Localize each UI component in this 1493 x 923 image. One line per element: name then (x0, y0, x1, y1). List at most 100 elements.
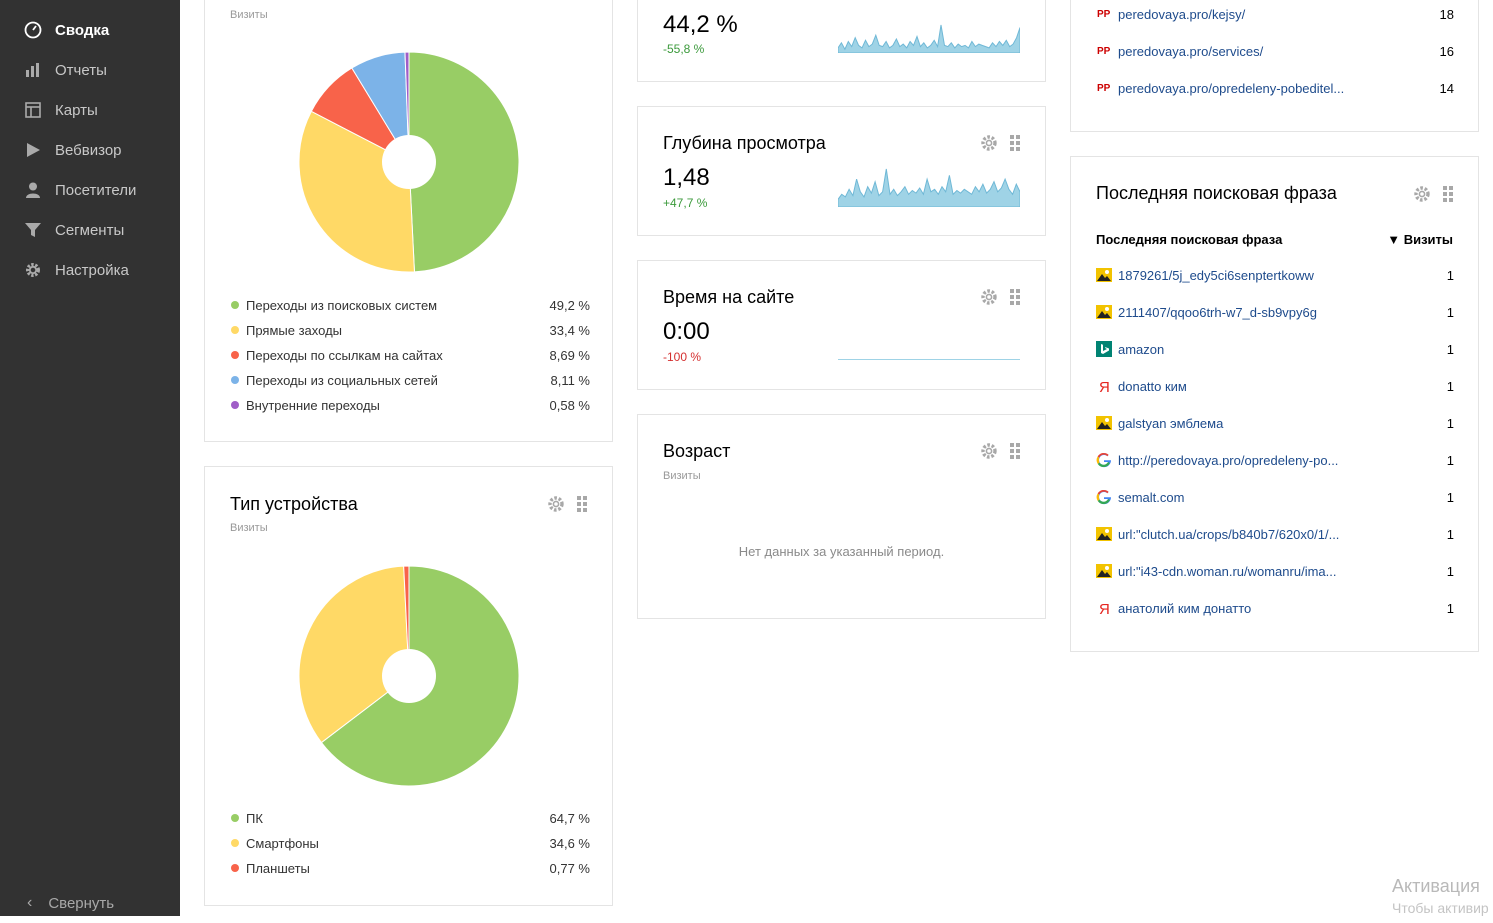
row-link[interactable]: peredovaya.pro/kejsy/ (1118, 6, 1246, 22)
table-row[interactable]: url:"i43-cdn.woman.ru/womanru/ima... 1 (1096, 560, 1454, 582)
row-link[interactable]: galstyan эмблема (1118, 415, 1224, 431)
legend-item[interactable]: Переходы из социальных сетей 8,11 % (230, 370, 590, 390)
legend-item[interactable]: Внутренние переходы 0,58 % (230, 395, 590, 415)
row-link[interactable]: url:"i43-cdn.woman.ru/womanru/ima... (1118, 563, 1337, 579)
row-link[interactable]: http://peredovaya.pro/opredeleny-po... (1118, 452, 1339, 468)
pp-favicon-icon: PP (1096, 80, 1112, 96)
pie-center-hole (382, 135, 436, 189)
activation-watermark: Активация (1392, 876, 1480, 896)
row-link[interactable]: peredovaya.pro/services/ (1118, 43, 1264, 59)
legend-color-dot-icon (231, 864, 239, 872)
google-icon (1096, 452, 1112, 468)
row-count: 1 (1446, 341, 1454, 357)
row-count: 1 (1446, 452, 1454, 468)
gear-icon[interactable] (980, 134, 998, 152)
legend-label: Внутренние переходы (246, 397, 380, 413)
table-row[interactable]: semalt.com 1 (1096, 486, 1454, 508)
legend-item[interactable]: Переходы по ссылкам на сайтах 8,69 % (230, 345, 590, 365)
sidebar-item-summary[interactable]: Сводка (0, 10, 180, 50)
table-row[interactable]: url:"clutch.ua/crops/b840b7/620x0/1/... 1 (1096, 523, 1454, 545)
legend-label: Прямые заходы (246, 322, 343, 338)
legend-label: Смартфоны (246, 835, 319, 851)
gear-icon (23, 260, 43, 280)
pp-favicon-icon: PP (1096, 6, 1112, 22)
traffic-sources-widget: Визиты Переходы из поисковых систем 49,2 … (204, 0, 613, 442)
sidebar-item-segments[interactable]: Сегменты (0, 210, 180, 250)
column-header-phrase[interactable]: Последняя поисковая фраза (1096, 232, 1283, 247)
time-on-site-value: 0:00 (663, 318, 710, 345)
time-on-site-sparkline (838, 359, 1020, 360)
yandex-icon: Я (1096, 600, 1112, 616)
depth-sparkline-area (838, 168, 1020, 207)
legend-color-dot-icon (231, 839, 239, 847)
gear-icon[interactable] (980, 442, 998, 460)
collapse-sidebar-button[interactable]: ‹ Свернуть (0, 883, 114, 923)
drag-handle-icon[interactable] (1010, 135, 1020, 151)
table-row[interactable]: PP peredovaya.pro/kejsy/18 (1096, 3, 1454, 25)
table-row[interactable]: 1879261/5j_edy5ci6senptertkoww 1 (1096, 264, 1454, 286)
sidebar-item-maps[interactable]: Карты (0, 90, 180, 130)
legend-label: Переходы по ссылкам на сайтах (246, 347, 443, 363)
sidebar-item-reports[interactable]: Отчеты (0, 50, 180, 90)
gear-icon[interactable] (547, 495, 565, 513)
play-icon (23, 140, 43, 160)
legend-value: 34,6 % (549, 835, 590, 851)
widget-subtitle: Визиты (663, 470, 701, 482)
table-row[interactable]: http://peredovaya.pro/opredeleny-po... 1 (1096, 449, 1454, 471)
legend-item[interactable]: Смартфоны 34,6 % (230, 833, 590, 853)
traffic-source-slice[interactable] (408, 51, 520, 273)
device-type-slice[interactable] (403, 565, 410, 677)
legend-item[interactable]: ПК 64,7 % (230, 808, 590, 828)
sidebar-item-label: Карты (55, 101, 98, 119)
widget-subtitle: Визиты (230, 9, 268, 21)
table-row[interactable]: PP peredovaya.pro/services/16 (1096, 40, 1454, 62)
row-link[interactable]: анатолий ким донатто (1118, 600, 1252, 616)
legend-color-dot-icon (231, 376, 239, 384)
svg-text:PP: PP (1097, 9, 1111, 20)
legend-value: 64,7 % (549, 810, 590, 826)
drag-handle-icon[interactable] (1010, 289, 1020, 305)
legend-item[interactable]: Прямые заходы 33,4 % (230, 320, 590, 340)
table-row[interactable]: galstyan эмблема 1 (1096, 412, 1454, 434)
drag-handle-icon[interactable] (1010, 443, 1020, 459)
legend-value: 8,69 % (549, 347, 590, 363)
legend-value: 33,4 % (549, 322, 590, 338)
gear-icon[interactable] (1413, 185, 1431, 203)
table-row[interactable]: PP peredovaya.pro/opredeleny-pobeditel...… (1096, 77, 1454, 99)
legend-label: Планшеты (246, 860, 310, 876)
traffic-source-slice[interactable] (404, 51, 410, 163)
table-row[interactable]: 2111407/qqoo6trh-w7_d-sb9vpy6g 1 (1096, 301, 1454, 323)
row-link[interactable]: url:"clutch.ua/crops/b840b7/620x0/1/... (1118, 526, 1340, 542)
legend-item[interactable]: Переходы из поисковых систем 49,2 % (230, 295, 590, 315)
drag-handle-icon[interactable] (1443, 186, 1453, 202)
legend-item[interactable]: Планшеты 0,77 % (230, 858, 590, 878)
legend-color-dot-icon (231, 301, 239, 309)
bing-icon (1096, 341, 1112, 357)
traffic-sources-pie-chart[interactable] (294, 47, 524, 277)
row-link[interactable]: semalt.com (1118, 489, 1185, 505)
row-link[interactable]: peredovaya.pro/opredeleny-pobeditel... (1118, 80, 1345, 96)
device-type-pie-chart[interactable] (294, 561, 524, 791)
row-count: 1 (1446, 267, 1454, 283)
sidebar-item-visitors[interactable]: Посетители (0, 170, 180, 210)
device-type-slice[interactable] (298, 565, 410, 744)
row-link[interactable]: donatto ким (1118, 378, 1187, 394)
image-search-icon (1096, 563, 1112, 579)
legend-color-dot-icon (231, 326, 239, 334)
row-link[interactable]: 1879261/5j_edy5ci6senptertkoww (1118, 267, 1314, 283)
sidebar-item-webvisor[interactable]: Вебвизор (0, 130, 180, 170)
row-count: 1 (1446, 600, 1454, 616)
table-row[interactable]: amazon 1 (1096, 338, 1454, 360)
drag-handle-icon[interactable] (577, 496, 587, 512)
svg-text:Я: Я (1099, 379, 1110, 394)
map-icon (23, 100, 43, 120)
svg-text:Я: Я (1099, 601, 1110, 616)
gear-icon[interactable] (980, 288, 998, 306)
column-header-visits[interactable]: ▼ Визиты (1387, 232, 1453, 247)
row-link[interactable]: amazon (1118, 341, 1165, 357)
sidebar-item-settings[interactable]: Настройка (0, 250, 180, 290)
row-link[interactable]: 2111407/qqoo6trh-w7_d-sb9vpy6g (1118, 304, 1317, 320)
pp-favicon-icon: PP (1096, 43, 1112, 59)
